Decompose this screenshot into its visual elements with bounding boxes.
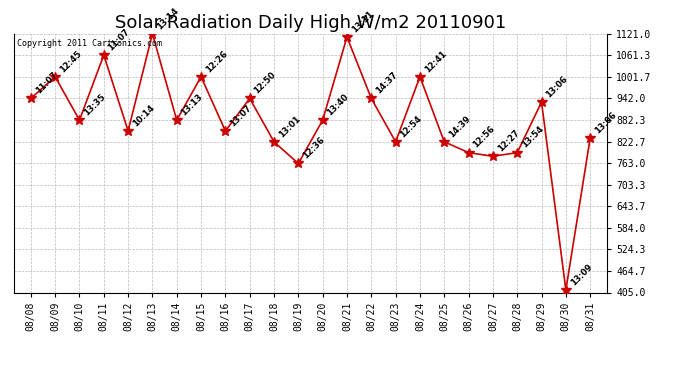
- Text: 12:36: 12:36: [301, 135, 326, 161]
- Text: 11:07: 11:07: [106, 27, 132, 52]
- Text: 14:39: 14:39: [447, 114, 472, 139]
- Text: 13:13: 13:13: [179, 92, 205, 117]
- Text: 12:54: 12:54: [398, 114, 424, 139]
- Text: 13:09: 13:09: [569, 262, 593, 287]
- Text: 12:50: 12:50: [253, 70, 278, 96]
- Text: 12:27: 12:27: [495, 128, 521, 153]
- Text: 12:45: 12:45: [58, 49, 83, 74]
- Text: 13:40: 13:40: [326, 92, 351, 117]
- Text: 12:41: 12:41: [423, 49, 448, 74]
- Text: 14:37: 14:37: [374, 70, 400, 96]
- Text: 13:06: 13:06: [544, 74, 569, 99]
- Text: 10:14: 10:14: [131, 103, 156, 128]
- Text: 13:11: 13:11: [350, 9, 375, 34]
- Text: 13:07: 13:07: [228, 103, 253, 128]
- Text: 13:14: 13:14: [155, 6, 181, 31]
- Text: 12:26: 12:26: [204, 49, 229, 74]
- Text: 13:01: 13:01: [277, 114, 302, 139]
- Text: 12:56: 12:56: [471, 124, 497, 150]
- Text: 13:35: 13:35: [82, 92, 108, 117]
- Text: 13:06: 13:06: [593, 110, 618, 135]
- Text: Copyright 2011 Cartronics.com: Copyright 2011 Cartronics.com: [17, 39, 161, 48]
- Text: 11:07: 11:07: [34, 70, 59, 96]
- Text: 13:54: 13:54: [520, 124, 545, 150]
- Title: Solar Radiation Daily High W/m2 20110901: Solar Radiation Daily High W/m2 20110901: [115, 14, 506, 32]
